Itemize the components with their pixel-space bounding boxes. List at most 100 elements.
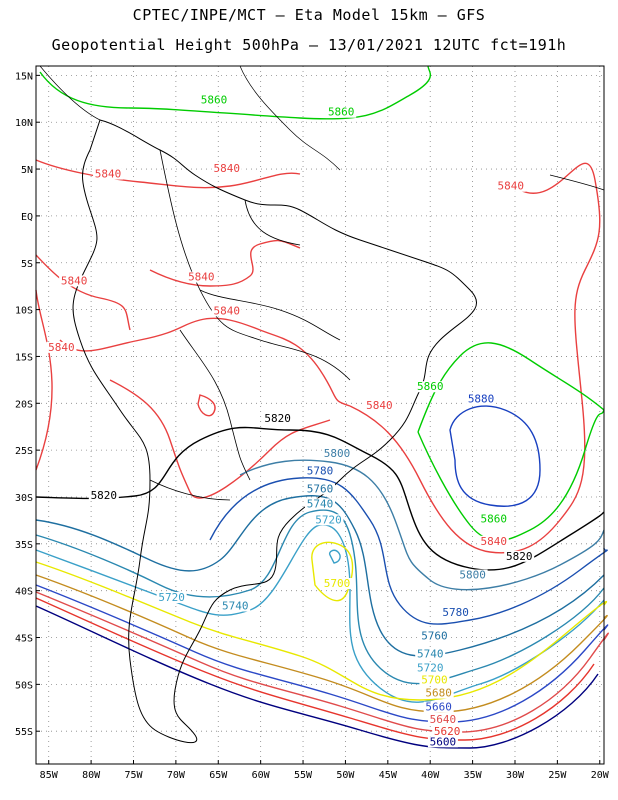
coastline <box>159 149 351 381</box>
contour-label: 5860 <box>328 106 355 119</box>
lon-tick-label: 80W <box>82 770 101 781</box>
coastline <box>39 65 101 121</box>
contour-label: 5840 <box>95 168 122 181</box>
contour-label: 5840 <box>497 180 524 193</box>
map-frame <box>35 65 605 765</box>
contour-label-bg <box>440 607 471 619</box>
lat-tick-label: 20S <box>15 399 33 410</box>
lon-tick-label: 60W <box>252 770 271 781</box>
contour-5840 <box>35 159 301 189</box>
contour-label-bg <box>305 498 335 510</box>
contour-label-bg <box>321 577 352 589</box>
contour-lines <box>35 65 609 749</box>
contour-label-bg <box>88 489 119 501</box>
coastline <box>179 329 251 481</box>
contour-label: 5760 <box>307 482 334 495</box>
lon-tick-label: 50W <box>336 770 355 781</box>
lat-tick-label: EQ <box>21 212 33 223</box>
contour-label: 5800 <box>324 447 351 460</box>
contour-label-bg <box>419 630 450 642</box>
lon-tick-label: 20W <box>591 770 610 781</box>
contour-5840 <box>35 289 53 471</box>
contour-label: 5600 <box>430 735 457 748</box>
contour-label: 5820 <box>91 489 118 502</box>
contour-label: 5840 <box>481 535 508 548</box>
contour-label: 5780 <box>307 465 334 478</box>
contour-label: 5740 <box>222 599 249 612</box>
contour-label-bg <box>220 600 251 612</box>
lat-tick-label: 5N <box>21 165 33 176</box>
contour-label: 5840 <box>61 274 88 287</box>
lon-tick-label: 70W <box>167 770 186 781</box>
contour-label-bg <box>427 736 458 748</box>
contour-label-bg <box>415 381 446 393</box>
contour-label: 5820 <box>264 412 291 425</box>
lat-tick-label: 5S <box>21 259 33 270</box>
contour-label-bg <box>186 271 217 283</box>
lat-tick-label: 10N <box>15 118 33 129</box>
contour-5880 <box>449 405 541 507</box>
lon-tick-label: 65W <box>209 770 228 781</box>
lon-tick-label: 45W <box>379 770 398 781</box>
lat-tick-label: 10S <box>15 306 33 317</box>
map-title-line2: Geopotential Height 500hPa – 13/01/2021 … <box>51 36 567 54</box>
lon-tick-label: 55W <box>294 770 313 781</box>
contour-label-bg <box>313 514 344 526</box>
contour-label-bg <box>478 535 509 547</box>
coastline <box>199 289 341 341</box>
contour-label: 5720 <box>417 661 444 674</box>
lon-tick-label: 85W <box>40 770 59 781</box>
contour-label-bg <box>415 662 446 674</box>
contour-label-bg <box>423 701 454 713</box>
contour-5620 <box>35 597 595 741</box>
contour-label-bg <box>495 180 526 192</box>
contour-5840 <box>109 379 331 499</box>
contour-label-bg <box>59 275 90 287</box>
lat-tick-label: 15S <box>15 352 33 363</box>
contour-label-bg <box>504 550 535 562</box>
coastlines-borders <box>39 65 605 744</box>
contour-label: 5720 <box>158 591 185 604</box>
contour-label: 5840 <box>213 162 240 175</box>
contour-label-bg <box>211 162 242 174</box>
contour-5800 <box>239 459 605 591</box>
contour-5760 <box>35 495 605 657</box>
contour-label: 5680 <box>425 687 452 700</box>
coastline <box>72 119 477 744</box>
contour-label-bg <box>466 393 497 405</box>
contour-label-bg <box>305 483 335 495</box>
contour-label: 5820 <box>506 550 533 563</box>
contour-label-bg <box>305 465 335 477</box>
lon-tick-label: 25W <box>548 770 567 781</box>
contour-label: 5700 <box>324 577 351 590</box>
lat-tick-label: 35S <box>15 540 33 551</box>
map-title-line1: CPTEC/INPE/MCT – Eta Model 15km – GFS <box>132 6 486 24</box>
contour-5860 <box>417 409 605 542</box>
lon-tick-label: 75W <box>124 770 143 781</box>
contour-5700 <box>311 541 354 602</box>
contour-label-bg <box>326 106 357 118</box>
contour-label-bg <box>478 513 509 525</box>
contour-label: 5860 <box>417 380 444 393</box>
contour-label-bg <box>211 305 242 317</box>
lat-tick-label: 55S <box>15 727 33 738</box>
coastline <box>244 199 301 246</box>
coastline <box>239 65 341 171</box>
contour-label-bg <box>93 168 124 180</box>
lon-tick-label: 35W <box>464 770 483 781</box>
contour-label: 5840 <box>48 341 75 354</box>
contour-label-bg <box>427 713 458 725</box>
contour-label: 5840 <box>213 304 240 317</box>
contour-label-bg <box>432 726 463 738</box>
contour-label: 5720 <box>315 513 342 526</box>
contour-label: 5840 <box>366 399 393 412</box>
contour-label-bg <box>364 399 395 411</box>
contour-label: 5660 <box>425 701 452 714</box>
lat-tick-label: 15N <box>15 71 33 82</box>
contour-label: 5880 <box>468 392 495 405</box>
contour-5660 <box>35 584 609 723</box>
contour-label: 5840 <box>188 271 215 284</box>
contour-5860 <box>39 65 431 120</box>
contour-5780 <box>209 477 608 625</box>
contour-5600 <box>35 605 599 749</box>
